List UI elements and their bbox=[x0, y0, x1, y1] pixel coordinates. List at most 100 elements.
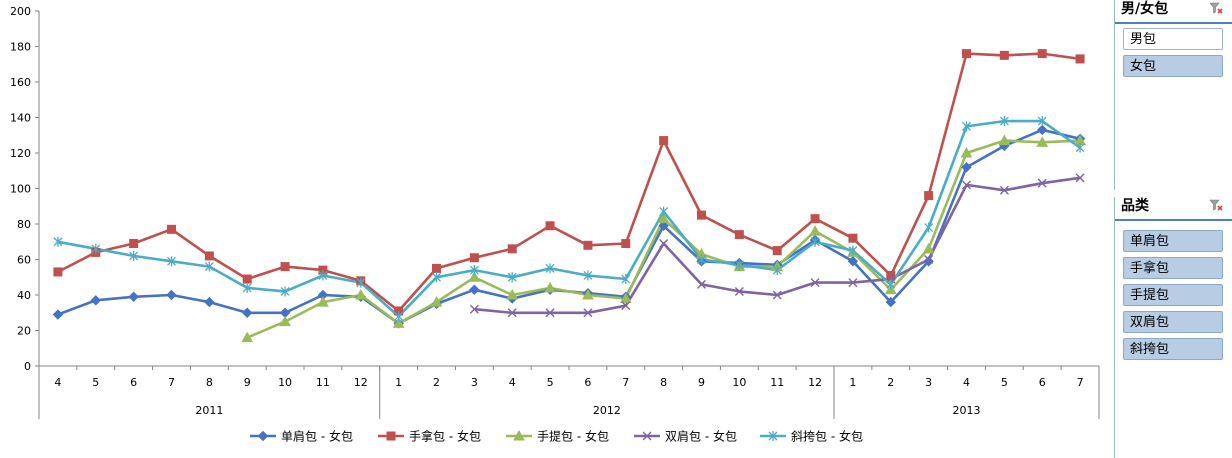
data-point-series-3 bbox=[279, 315, 291, 327]
y-tick-label: 160 bbox=[10, 76, 31, 89]
category-slicer: 品类 单肩包 手拿包 手提包 双肩包 斜挎包 bbox=[1114, 197, 1232, 458]
data-point-series-4 bbox=[621, 301, 631, 311]
y-tick-label: 180 bbox=[10, 41, 31, 54]
data-point-series-4 bbox=[1075, 173, 1085, 183]
x-tick-label: 4 bbox=[54, 376, 61, 389]
x-tick-label: 7 bbox=[1077, 376, 1084, 389]
data-point-series-3 bbox=[960, 146, 973, 158]
slicer-item-handbag[interactable]: 手提包 bbox=[1123, 284, 1223, 306]
x-tick-label: 5 bbox=[1001, 376, 1008, 389]
data-point-series-3 bbox=[317, 296, 329, 307]
x-tick-label: 9 bbox=[244, 376, 251, 389]
data-point-series-3 bbox=[809, 225, 821, 236]
clear-filter-icon[interactable] bbox=[1209, 1, 1223, 15]
group-label: 2013 bbox=[953, 404, 981, 417]
data-point-series-3 bbox=[657, 212, 670, 224]
data-point-series-5 bbox=[469, 265, 479, 276]
data-point-series-2 bbox=[129, 239, 139, 249]
x-tick-label: 6 bbox=[1039, 376, 1046, 389]
data-point-series-2 bbox=[167, 224, 176, 234]
data-point-series-1 bbox=[90, 295, 101, 306]
slicer-item-clutch[interactable]: 手拿包 bbox=[1123, 257, 1223, 279]
series-line-1 bbox=[57, 128, 1081, 325]
data-point-series-3 bbox=[468, 271, 481, 282]
x-tick-label: 2 bbox=[887, 376, 894, 389]
data-point-series-2 bbox=[621, 239, 631, 249]
data-point-series-3 bbox=[544, 281, 556, 293]
legend-label: 手提包 - 女包 bbox=[537, 429, 609, 444]
data-point-series-5 bbox=[91, 243, 101, 254]
data-point-series-5 bbox=[507, 272, 517, 283]
data-point-series-1 bbox=[1037, 124, 1048, 136]
slicer-item-shoulder-bag[interactable]: 单肩包 bbox=[1123, 230, 1223, 252]
data-point-series-5 bbox=[621, 274, 631, 285]
data-point-series-2 bbox=[697, 210, 706, 220]
x-tick-label: 12 bbox=[354, 376, 368, 389]
data-point-series-2 bbox=[962, 49, 971, 59]
data-point-series-2 bbox=[1037, 49, 1047, 59]
data-point-series-2 bbox=[53, 267, 63, 277]
y-tick-label: 20 bbox=[17, 325, 31, 338]
slicer-item-crossbody[interactable]: 斜挎包 bbox=[1123, 338, 1223, 360]
data-point-series-5 bbox=[697, 254, 706, 265]
y-tick-label: 80 bbox=[17, 218, 31, 231]
data-point-series-2 bbox=[280, 262, 290, 272]
data-point-series-1 bbox=[204, 296, 215, 308]
x-tick-label: 3 bbox=[925, 376, 932, 389]
data-point-series-1 bbox=[52, 309, 64, 320]
data-point-series-5 bbox=[848, 245, 858, 256]
x-tick-label: 10 bbox=[278, 376, 292, 389]
data-point-series-4 bbox=[772, 290, 782, 300]
data-point-series-1 bbox=[961, 161, 972, 173]
slicer-item-male[interactable]: 男包 bbox=[1123, 28, 1223, 50]
data-point-series-4 bbox=[999, 185, 1009, 195]
data-point-series-5 bbox=[659, 206, 669, 217]
data-point-series-3 bbox=[922, 242, 935, 254]
data-point-series-4 bbox=[469, 304, 479, 314]
slicer-item-backpack[interactable]: 双肩包 bbox=[1123, 311, 1223, 333]
data-point-series-1 bbox=[128, 291, 139, 302]
y-tick-label: 0 bbox=[24, 360, 31, 373]
data-point-series-2 bbox=[469, 253, 479, 263]
data-point-series-4 bbox=[1037, 178, 1047, 188]
x-tick-label: 1 bbox=[395, 376, 402, 389]
data-point-series-5 bbox=[53, 236, 63, 247]
data-point-series-5 bbox=[962, 121, 971, 132]
data-point-series-5 bbox=[1037, 116, 1047, 127]
data-point-series-1 bbox=[242, 307, 253, 318]
x-tick-label: 7 bbox=[622, 376, 629, 389]
data-point-series-3 bbox=[241, 331, 254, 343]
data-point-series-3 bbox=[582, 288, 594, 300]
legend-marker bbox=[642, 431, 652, 441]
category-slicer-title: 品类 bbox=[1121, 198, 1149, 214]
legend-label: 手拿包 - 女包 bbox=[409, 429, 481, 444]
data-point-series-2 bbox=[772, 246, 782, 256]
gender-slicer-title: 男/女包 bbox=[1121, 1, 1169, 17]
data-point-series-4 bbox=[734, 286, 744, 296]
legend-label: 斜挎包 - 女包 bbox=[791, 429, 863, 444]
data-point-series-2 bbox=[432, 263, 441, 273]
legend-label: 双肩包 - 女包 bbox=[665, 429, 737, 444]
x-tick-label: 6 bbox=[584, 376, 591, 389]
category-slicer-header: 品类 bbox=[1115, 197, 1232, 221]
data-point-series-5 bbox=[394, 311, 404, 322]
data-point-series-5 bbox=[356, 277, 366, 288]
gender-slicer-header: 男/女包 bbox=[1115, 0, 1232, 24]
group-label: 2011 bbox=[195, 404, 223, 417]
x-tick-label: 5 bbox=[92, 376, 99, 389]
data-point-series-2 bbox=[734, 230, 744, 240]
gender-slicer: 男/女包 男包 女包 bbox=[1114, 0, 1232, 190]
clear-filter-icon[interactable] bbox=[1209, 198, 1223, 212]
x-tick-label: 8 bbox=[206, 376, 213, 389]
series-line-5 bbox=[57, 119, 1081, 318]
data-point-series-2 bbox=[583, 240, 593, 250]
x-tick-label: 8 bbox=[660, 376, 667, 389]
data-point-series-3 bbox=[354, 288, 367, 300]
data-point-series-5 bbox=[545, 263, 555, 274]
data-point-series-4 bbox=[924, 255, 934, 264]
data-point-series-5 bbox=[886, 279, 896, 290]
data-point-series-5 bbox=[280, 286, 290, 297]
data-point-series-4 bbox=[507, 308, 517, 318]
slicer-item-female[interactable]: 女包 bbox=[1123, 55, 1223, 77]
y-tick-label: 100 bbox=[10, 183, 31, 196]
